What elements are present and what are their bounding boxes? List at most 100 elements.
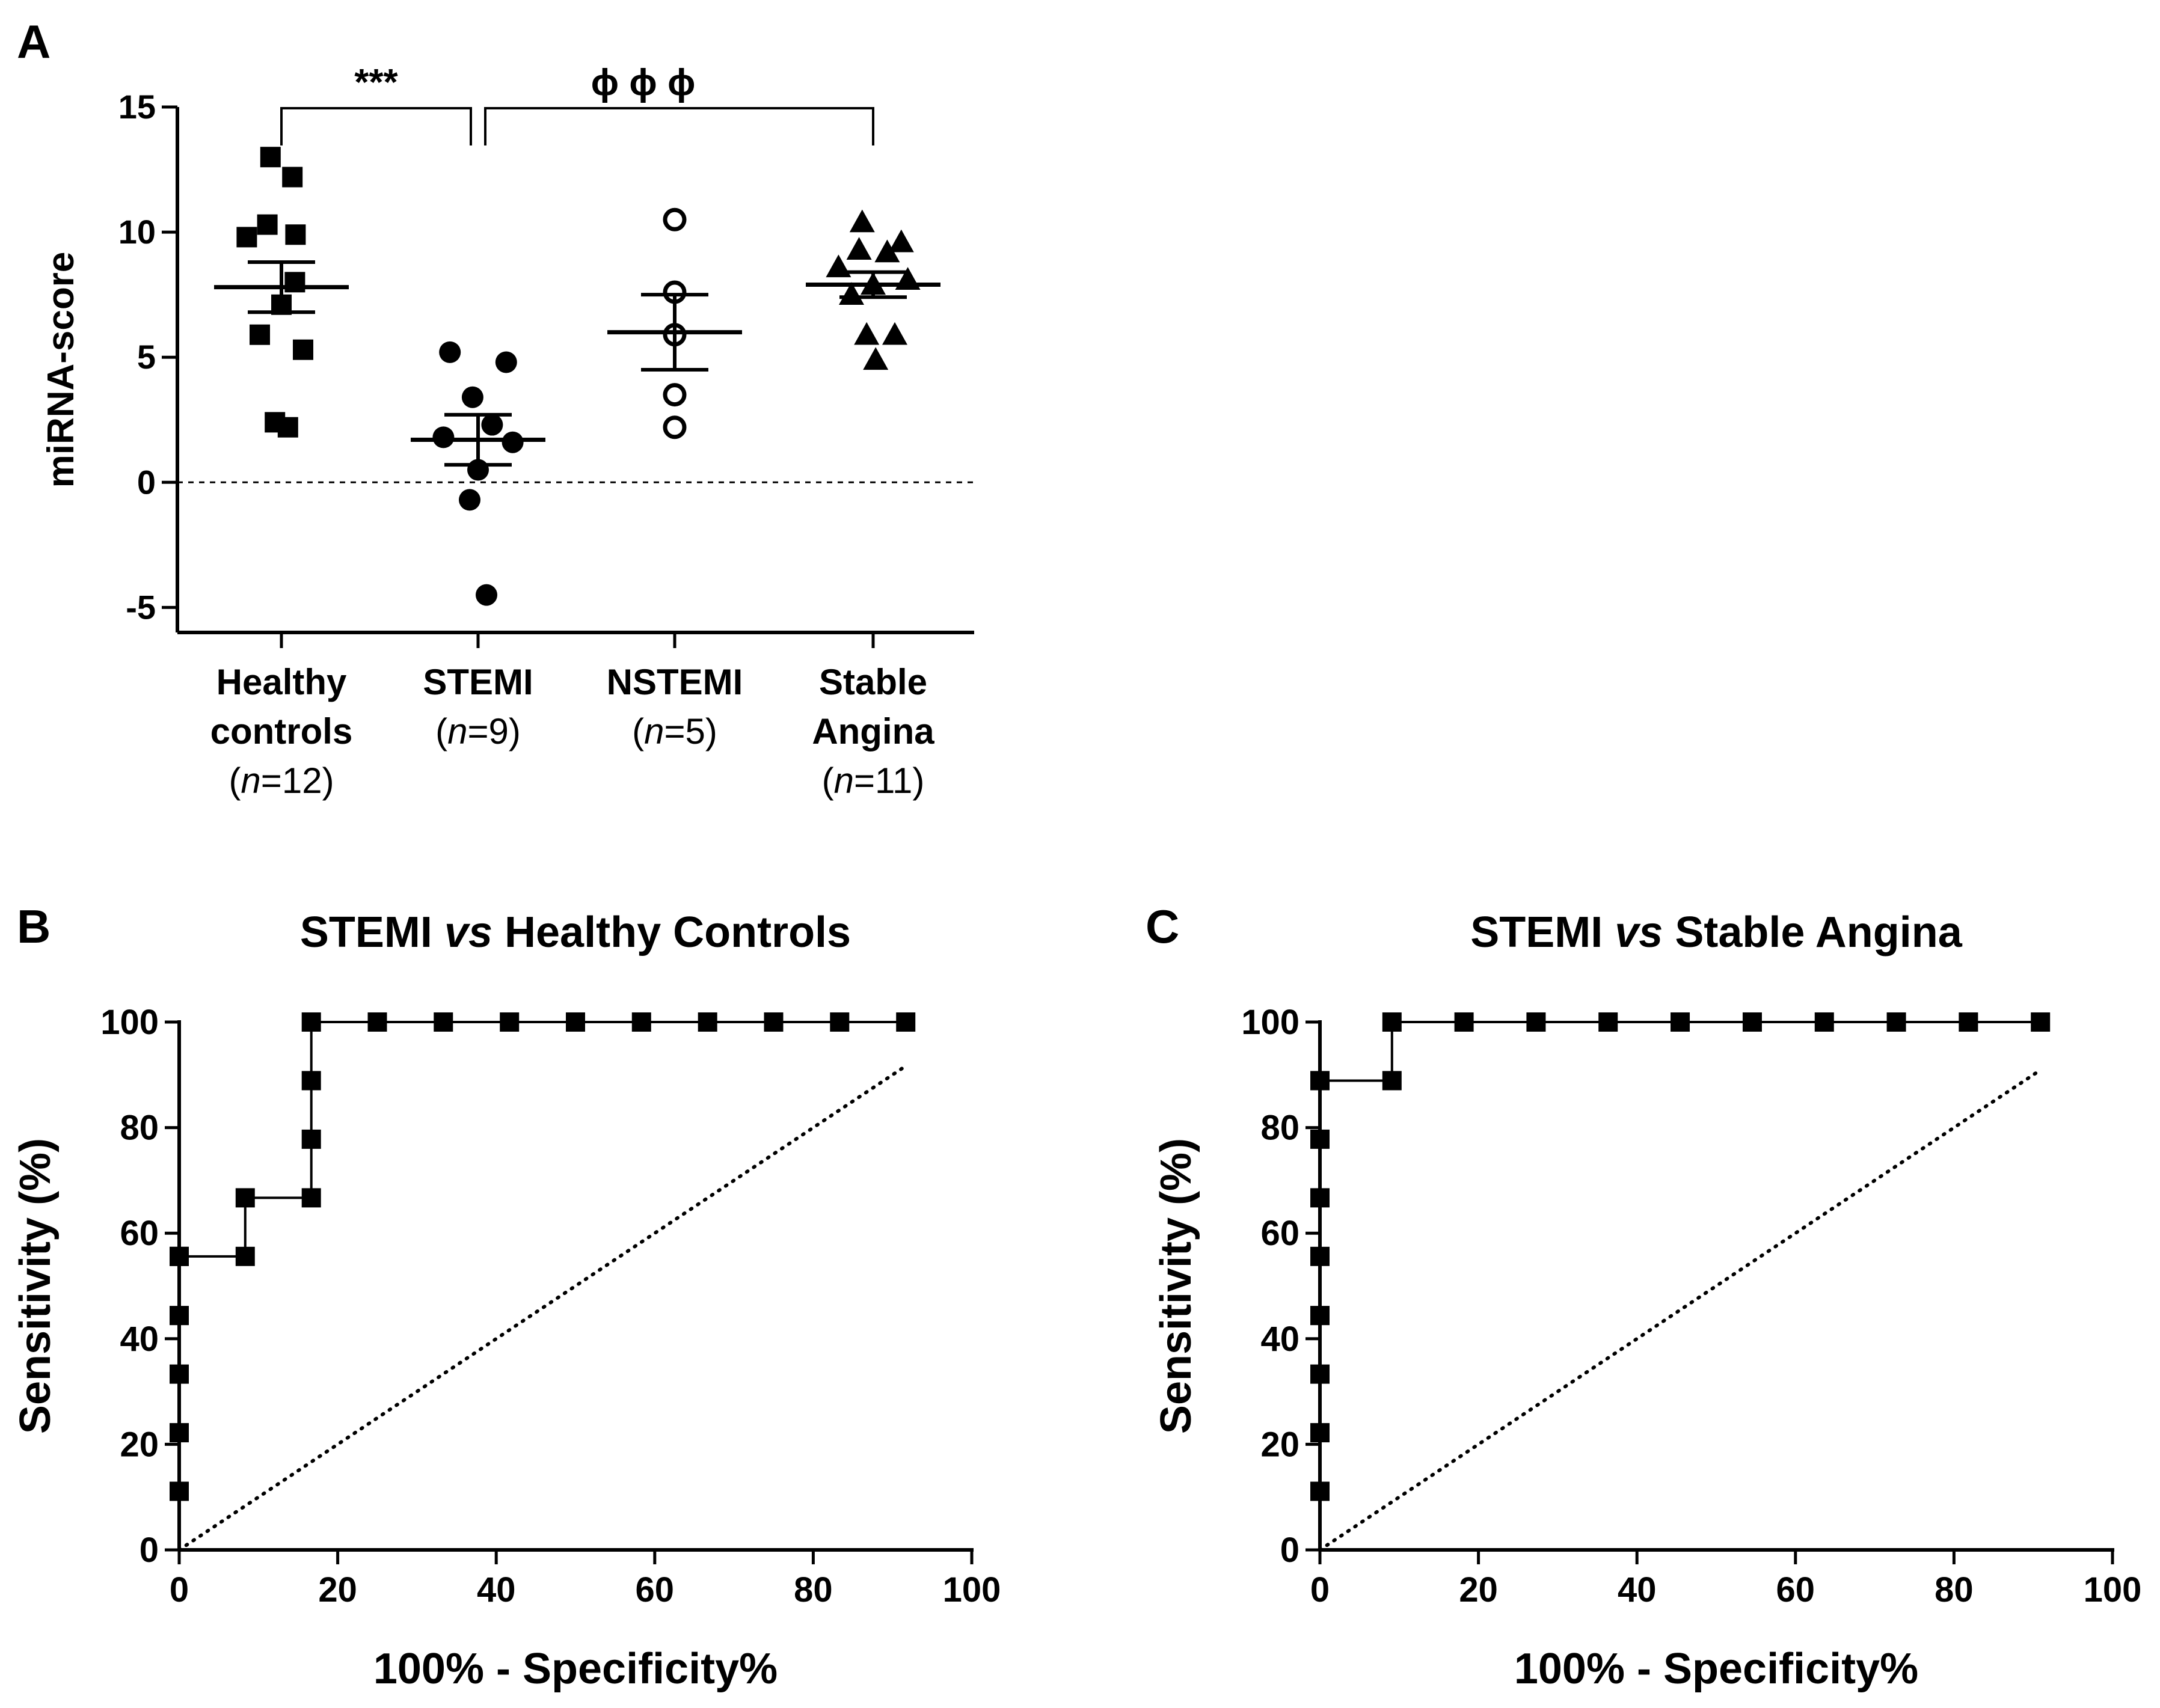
- roc-point: [301, 1071, 321, 1091]
- n-value: =5: [664, 711, 705, 751]
- roc-point: [2031, 1012, 2051, 1032]
- roc-point: [170, 1306, 189, 1326]
- roc-curve-line: [178, 1021, 906, 1492]
- data-point-triangle: [849, 209, 875, 233]
- n-paren-open: (: [435, 711, 447, 751]
- y-axis-label: Sensitivity (%): [1152, 1138, 1200, 1434]
- data-point-circle: [439, 341, 461, 363]
- x-tick-label: 100: [2084, 1570, 2142, 1609]
- panel-b: B STEMI vs Healthy Controls 0 20 40 60 80 100 0 2…: [11, 900, 1001, 1693]
- roc-point: [764, 1012, 784, 1032]
- roc-point: [1382, 1012, 1402, 1032]
- x-tick-label: 20: [318, 1570, 357, 1609]
- data-point-triangle: [882, 322, 907, 345]
- x-axis-label: 100% - Specificity%: [373, 1645, 778, 1693]
- data-point-circle: [476, 584, 497, 606]
- n-paren-close: ): [509, 711, 521, 751]
- category-label-line: STEMI: [423, 662, 533, 702]
- data-point-open-circle: [663, 207, 687, 231]
- x-tick-label: 0: [1310, 1570, 1330, 1609]
- data-point-square: [277, 417, 298, 438]
- n-italic: n: [644, 711, 664, 751]
- category-label-line: Healthy: [216, 662, 347, 702]
- category-n-label: (n=11): [822, 761, 925, 801]
- n-italic: n: [241, 761, 260, 801]
- roc-point: [1310, 1188, 1330, 1208]
- y-tick-label-a: -5: [126, 588, 156, 626]
- roc-point: [1310, 1481, 1330, 1501]
- data-point-triangle: [863, 347, 889, 370]
- data-point-open-circle: [663, 383, 687, 407]
- y-axis-label-a: miRNA-score: [40, 252, 82, 488]
- n-paren-open: (: [229, 761, 241, 801]
- roc-point: [301, 1012, 321, 1032]
- roc-point: [1671, 1012, 1690, 1032]
- data-point-square: [293, 339, 313, 360]
- data-point-triangle: [839, 282, 864, 305]
- y-tick-label: 20: [1260, 1425, 1299, 1464]
- title-part: Healthy Controls: [492, 908, 851, 957]
- y-tick-label: 0: [140, 1531, 159, 1570]
- roc-point: [1598, 1012, 1618, 1032]
- n-paren-close: ): [322, 761, 334, 801]
- y-tick-label-a: 0: [137, 463, 156, 501]
- chance-diagonal: [177, 1064, 908, 1552]
- roc-point: [830, 1012, 850, 1032]
- roc-point: [1526, 1012, 1546, 1032]
- n-paren-close: ): [912, 761, 924, 801]
- x-tick-label: 60: [1776, 1570, 1815, 1609]
- roc-point: [1454, 1012, 1474, 1032]
- data-point-square: [250, 324, 270, 345]
- category-label-line: Stable: [819, 662, 927, 702]
- roc-point: [301, 1129, 321, 1149]
- n-value: =12: [261, 761, 322, 801]
- panel-title-b: STEMI vs Healthy Controls: [300, 908, 851, 957]
- roc-point: [235, 1188, 255, 1208]
- y-axis-label: Sensitivity (%): [11, 1138, 60, 1434]
- significance-label: ϕ ϕ ϕ: [591, 62, 696, 103]
- roc-point: [1310, 1423, 1330, 1443]
- significance-bracket: [280, 107, 472, 145]
- chance-diagonal: [1318, 1068, 2043, 1552]
- roc-point: [1742, 1012, 1762, 1032]
- roc-point: [367, 1012, 387, 1032]
- data-point-open-circle: [663, 415, 687, 439]
- data-point-square: [236, 227, 257, 248]
- roc-point: [235, 1246, 255, 1266]
- panel-a: A-5051015miRNA-scoreHealthycontrols(n=12…: [17, 15, 974, 801]
- roc-point: [896, 1012, 916, 1032]
- y-tick-label: 0: [1280, 1531, 1299, 1570]
- roc-point: [566, 1012, 585, 1032]
- roc-point: [1310, 1129, 1330, 1149]
- data-point-square: [282, 167, 303, 188]
- roc-point: [1310, 1246, 1330, 1266]
- data-point-circle: [459, 489, 480, 511]
- data-point-triangle: [846, 237, 872, 260]
- x-tick-label: 80: [794, 1570, 833, 1609]
- category-label-line: controls: [210, 711, 353, 751]
- roc-point: [500, 1012, 520, 1032]
- significance-label: ***: [354, 62, 398, 103]
- x-tick-label: 40: [1618, 1570, 1657, 1609]
- x-tick-label: 40: [477, 1570, 516, 1609]
- roc-point: [1959, 1012, 1978, 1032]
- x-tick-label: 60: [636, 1570, 675, 1609]
- roc-point: [1382, 1071, 1402, 1091]
- title-part: Stable Angina: [1663, 908, 1962, 957]
- y-tick-label: 40: [1260, 1320, 1299, 1359]
- n-paren-close: ): [705, 711, 717, 751]
- data-point-circle: [495, 351, 517, 373]
- roc-point: [1886, 1012, 1906, 1032]
- y-tick-label-a: 15: [118, 88, 156, 126]
- roc-point: [698, 1012, 717, 1032]
- roc-point: [1310, 1071, 1330, 1091]
- roc-point: [1814, 1012, 1834, 1032]
- x-tick-label: 100: [943, 1570, 1001, 1609]
- y-tick-label: 20: [120, 1425, 159, 1464]
- y-tick-label: 60: [120, 1214, 159, 1253]
- roc-point: [170, 1246, 189, 1266]
- data-point-circle: [502, 431, 524, 453]
- data-point-triangle: [854, 322, 880, 345]
